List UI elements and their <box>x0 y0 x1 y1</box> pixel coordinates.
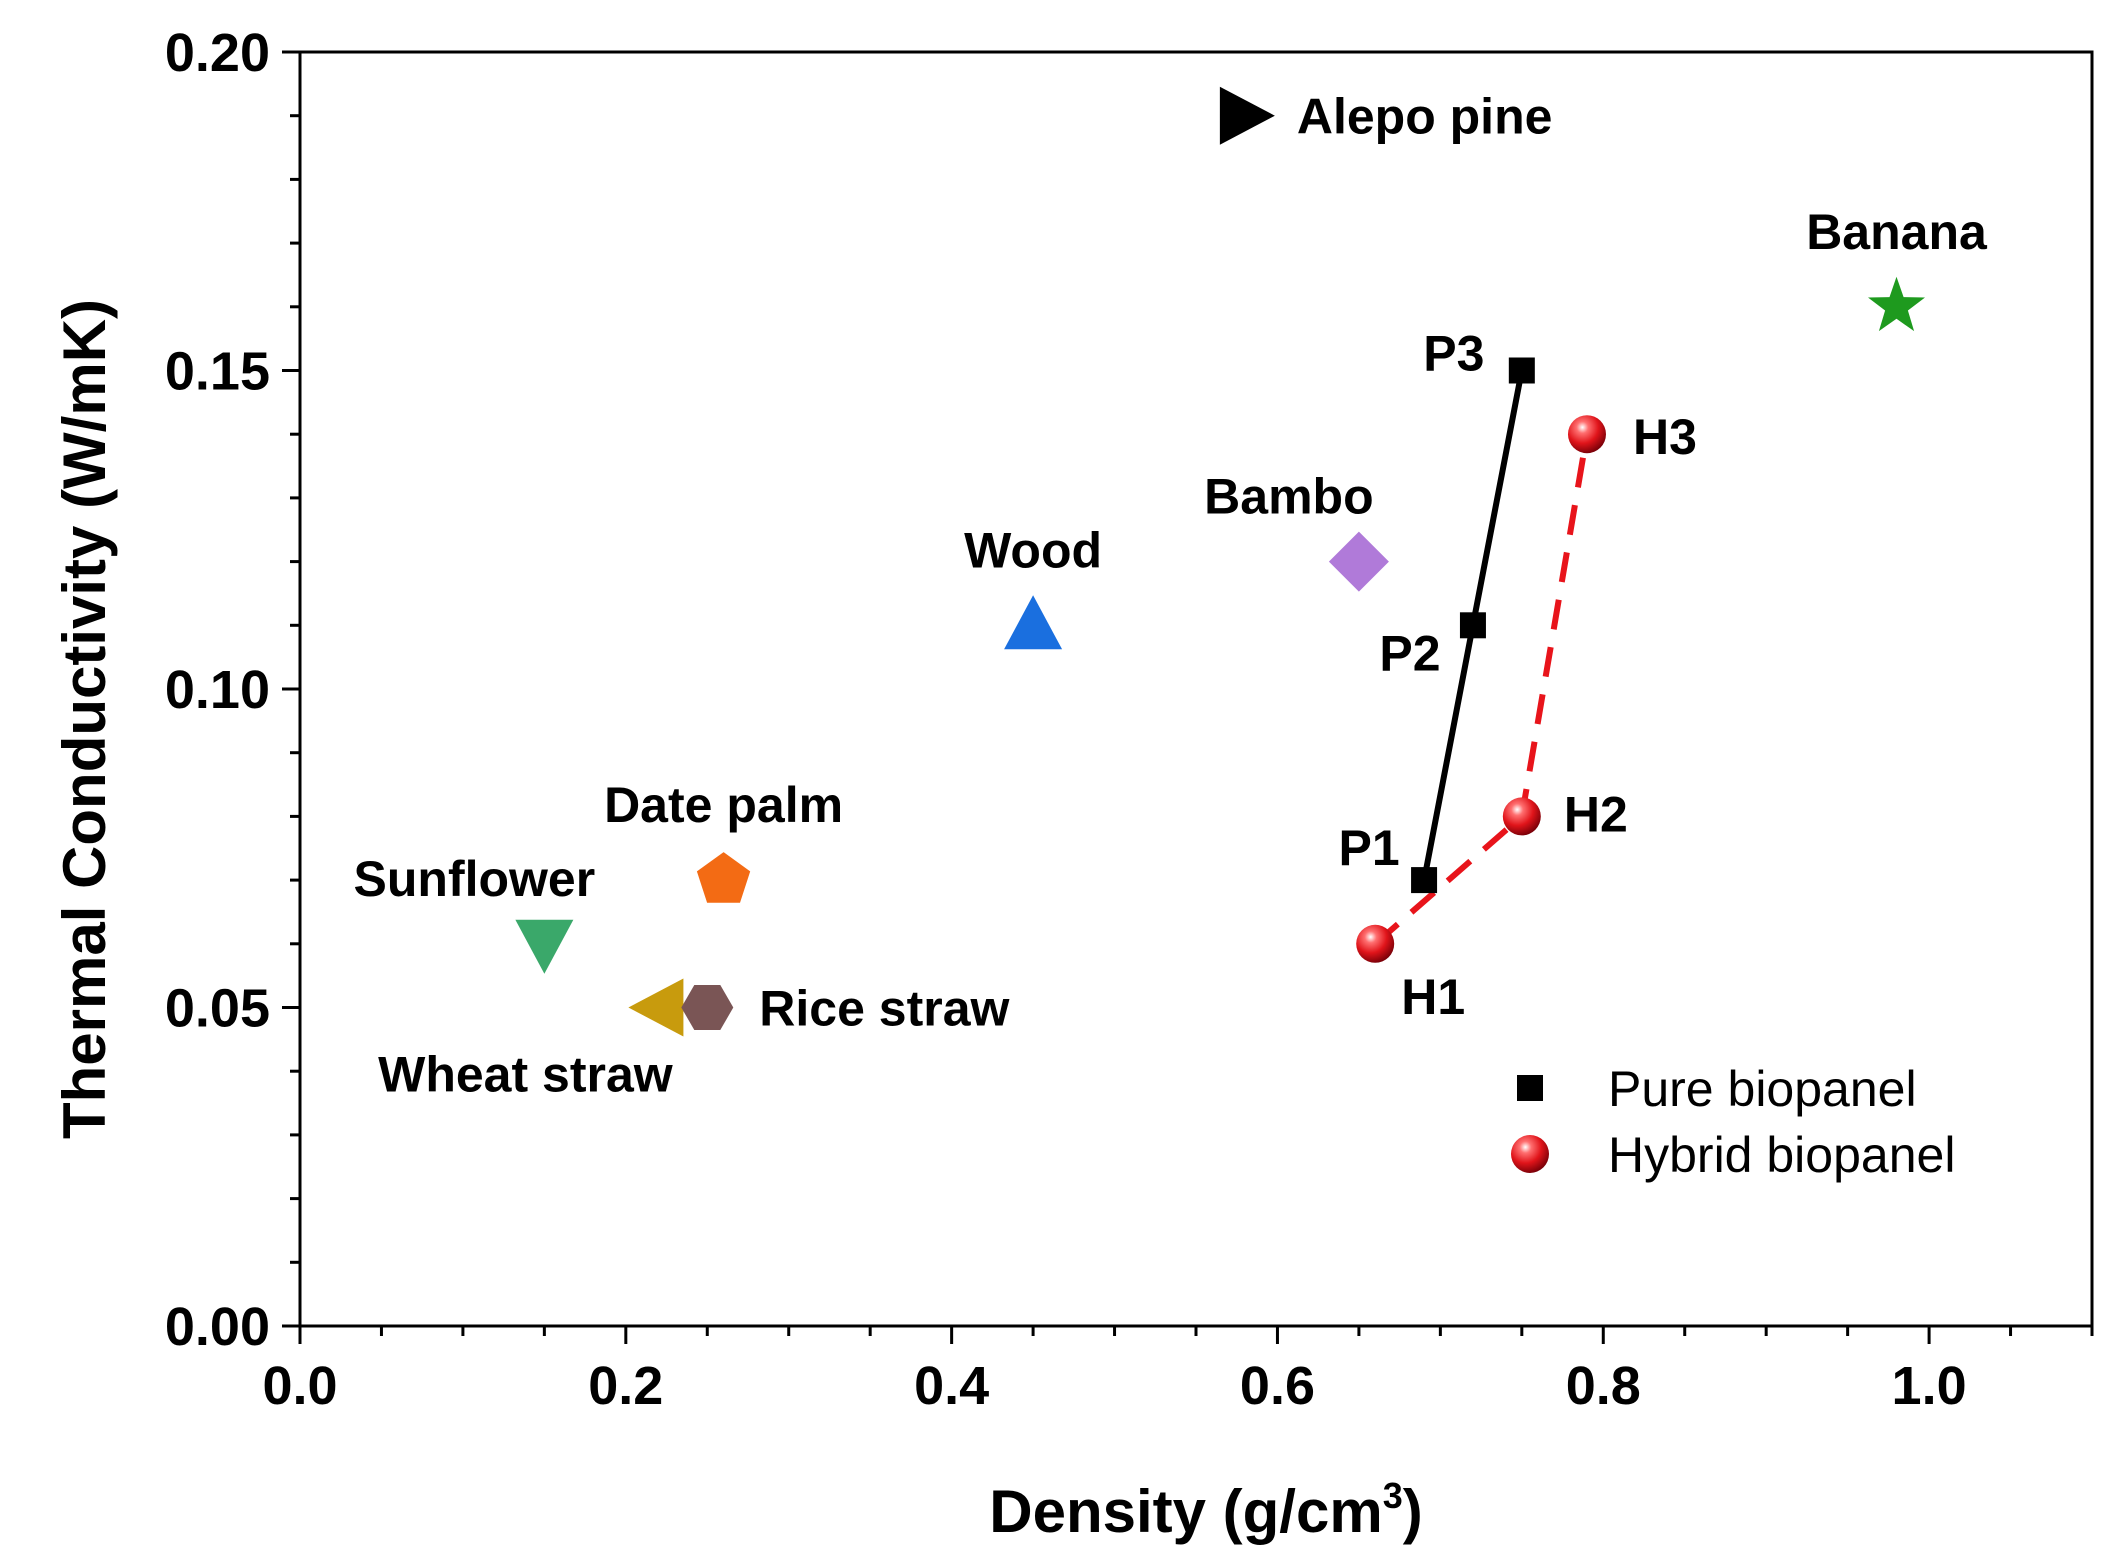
sunflower-label: Sunflower <box>354 851 596 907</box>
x-tick-label: 0.8 <box>1566 1356 1641 1416</box>
rice-straw-marker <box>681 985 734 1030</box>
point-label-p3: P3 <box>1423 326 1484 382</box>
hybrid-biopanel-line <box>1373 433 1590 947</box>
wheat-straw-label: Wheat straw <box>378 1047 673 1103</box>
x-axis-title: Density (g/cm3) <box>989 1475 1422 1545</box>
wood-label: Wood <box>964 522 1102 578</box>
pure-biopanel-point <box>1459 612 1486 639</box>
point-label-p1: P1 <box>1338 820 1399 876</box>
legend-label-pure-biopanel: Pure biopanel <box>1608 1061 1917 1117</box>
alepo-pine-label: Alepo pine <box>1297 89 1553 145</box>
x-tick-label: 0.0 <box>262 1356 337 1416</box>
legend-marker-pure-biopanel <box>1517 1075 1543 1101</box>
pure-biopanel-point <box>1508 357 1535 384</box>
banana-marker <box>1868 276 1925 332</box>
hybrid-biopanel-point <box>1567 415 1606 454</box>
y-tick-label: 0.15 <box>165 342 270 402</box>
date-palm-marker <box>696 852 751 903</box>
hybrid-biopanel-point <box>1502 797 1541 836</box>
date-palm-label: Date palm <box>604 777 843 833</box>
x-axis-title-close: ) <box>1403 1478 1423 1545</box>
bambo-label: Bambo <box>1204 469 1373 525</box>
y-axis-title: Thermal Conductivity (W/mK) <box>51 299 118 1139</box>
wood-marker <box>1004 595 1063 650</box>
x-axis-title-superscript: 3 <box>1383 1475 1403 1516</box>
y-tick-label: 0.20 <box>165 23 270 83</box>
point-label-h1: H1 <box>1401 969 1465 1025</box>
alepo-pine-marker <box>1219 86 1275 145</box>
legend-label-hybrid-biopanel: Hybrid biopanel <box>1608 1127 1955 1183</box>
point-label-h3: H3 <box>1633 409 1697 465</box>
banana-label: Banana <box>1806 204 1988 260</box>
y-tick-label: 0.05 <box>165 979 270 1039</box>
y-tick-label: 0.00 <box>165 1297 270 1357</box>
hybrid-biopanel-point <box>1356 924 1395 963</box>
legend-marker-hybrid-biopanel <box>1511 1135 1549 1173</box>
x-tick-label: 0.2 <box>588 1356 663 1416</box>
sunflower-marker <box>515 919 574 974</box>
bambo-marker <box>1328 531 1389 592</box>
point-label-p2: P2 <box>1379 625 1440 681</box>
x-tick-label: 0.4 <box>914 1356 989 1416</box>
pure-biopanel-point <box>1411 867 1438 894</box>
x-axis-title-text: Density (g/cm <box>989 1478 1382 1545</box>
x-tick-label: 0.6 <box>1240 1356 1315 1416</box>
y-tick-label: 0.10 <box>165 660 270 720</box>
x-tick-label: 1.0 <box>1892 1356 1967 1416</box>
wheat-straw-marker <box>628 978 684 1037</box>
point-label-h2: H2 <box>1564 786 1628 842</box>
rice-straw-label: Rice straw <box>759 981 1009 1037</box>
